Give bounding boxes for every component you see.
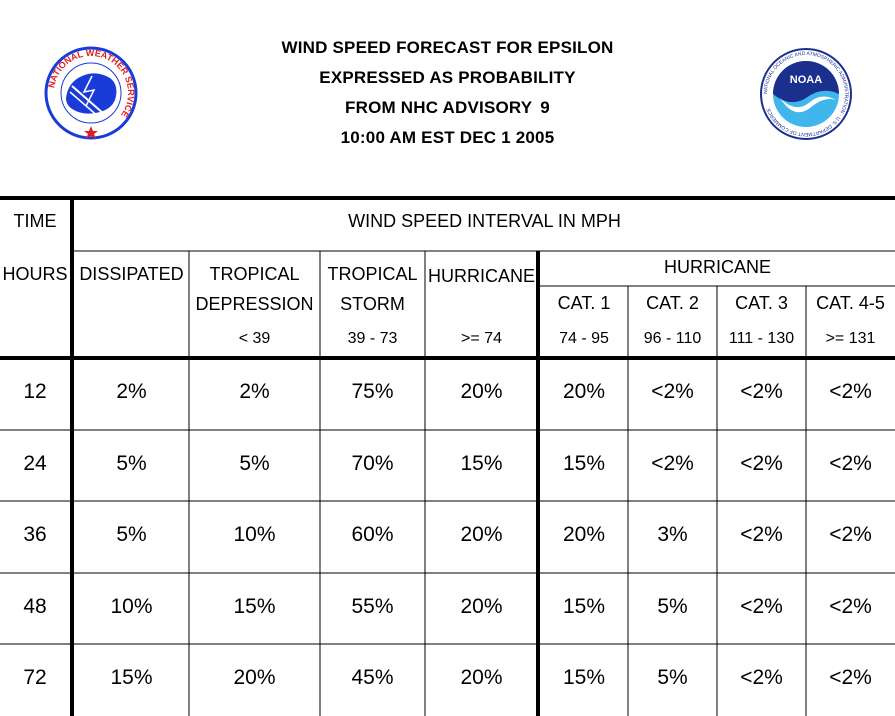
probability-cell: <2%: [740, 666, 783, 689]
cat45-header: CAT. 4-5: [816, 293, 885, 313]
probability-cell: <2%: [651, 452, 694, 475]
probability-cell: 20%: [460, 380, 503, 403]
probability-cell: 20%: [233, 666, 276, 689]
probability-cell: <2%: [740, 380, 783, 403]
tropical-storm-header-line2: STORM: [340, 294, 405, 314]
probability-cell: 15%: [562, 666, 606, 689]
forecast-title: WIND SPEED FORECAST FOR EPSILON EXPRESSE…: [0, 33, 895, 153]
probability-cell: 75%: [351, 380, 394, 403]
noaa-seal-icon: NATIONAL OCEANIC AND ATMOSPHERIC ADMINIS…: [760, 48, 852, 140]
probability-cell: 20%: [562, 523, 606, 546]
probability-cell: 20%: [562, 380, 606, 403]
probability-cell: 60%: [351, 523, 394, 546]
tropical-storm-header-line1: TROPICAL: [327, 264, 418, 284]
probability-cell: 15%: [562, 452, 606, 475]
probability-cell: 15%: [110, 666, 153, 689]
advisory-label: FROM NHC ADVISORY: [345, 98, 533, 117]
title-line-1: WIND SPEED FORECAST FOR EPSILON: [281, 38, 614, 57]
tropical-depression-range: < 39: [238, 330, 271, 347]
probability-cell: 15%: [562, 595, 606, 618]
probability-cell: <2%: [740, 452, 783, 475]
cat1-header: CAT. 1: [557, 293, 611, 313]
probability-cell: 2%: [116, 380, 147, 403]
title-line-3: FROM NHC ADVISORY 9: [0, 93, 895, 123]
probability-cell: 5%: [239, 452, 270, 475]
probability-cell: 20%: [460, 666, 503, 689]
probability-cell: <2%: [829, 452, 872, 475]
nws-seal-icon: NATIONAL WEATHER SERVICE: [44, 46, 138, 140]
probability-cell: <2%: [829, 666, 872, 689]
probability-cell: 5%: [116, 452, 147, 475]
probability-cell: 15%: [460, 452, 503, 475]
tropical-storm-range: 39 - 73: [347, 330, 398, 347]
probability-cell: 2%: [239, 380, 270, 403]
title-line-2: EXPRESSED AS PROBABILITY: [319, 68, 576, 87]
probability-cell: 20%: [460, 523, 503, 546]
hours-cell: 72: [23, 666, 47, 689]
probability-cell: <2%: [829, 523, 872, 546]
hurricane-group-header: HURRICANE: [663, 257, 771, 277]
cat3-header: CAT. 3: [735, 293, 788, 313]
cat2-header: CAT. 2: [646, 293, 699, 313]
probability-cell: 45%: [351, 666, 394, 689]
probability-cell: 5%: [116, 523, 147, 546]
probability-cell: 70%: [351, 452, 394, 475]
probability-cell: <2%: [651, 380, 694, 403]
hours-cell: 36: [23, 523, 47, 546]
time-header: TIME: [13, 211, 57, 231]
cat3-range: 111 - 130: [728, 330, 795, 347]
interval-header: WIND SPEED INTERVAL IN MPH: [348, 211, 621, 231]
cat2-range: 96 - 110: [643, 330, 702, 347]
probability-cell: 20%: [460, 595, 503, 618]
hurricane-range: >= 74: [461, 330, 502, 347]
probability-cell: 3%: [657, 523, 688, 546]
cat45-range: >= 131: [825, 330, 876, 347]
dissipated-header: DISSIPATED: [79, 264, 184, 284]
probability-cell: 5%: [657, 595, 688, 618]
probability-cell: 10%: [110, 595, 153, 618]
probability-cell: 5%: [657, 666, 688, 689]
tropical-depression-header-line2: DEPRESSION: [195, 294, 314, 314]
probability-cell: <2%: [740, 523, 783, 546]
noaa-abbrev: NOAA: [790, 74, 822, 86]
hurricane-header: HURRICANE: [427, 266, 535, 286]
probability-cell: 55%: [351, 595, 394, 618]
advisory-number: 9: [540, 98, 550, 117]
hours-cell: 12: [23, 380, 47, 403]
tropical-depression-header-line1: TROPICAL: [209, 264, 300, 284]
probability-cell: <2%: [829, 595, 872, 618]
title-line-4: 10:00 AM EST DEC 1 2005: [340, 128, 555, 147]
probability-cell: 15%: [233, 595, 276, 618]
probability-cell: <2%: [740, 595, 783, 618]
hours-header: HOURS: [2, 264, 68, 284]
hours-cell: 48: [23, 595, 47, 618]
hours-cell: 24: [23, 452, 47, 475]
probability-cell: 10%: [233, 523, 276, 546]
probability-cell: <2%: [829, 380, 872, 403]
cat1-range: 74 - 95: [559, 330, 609, 347]
